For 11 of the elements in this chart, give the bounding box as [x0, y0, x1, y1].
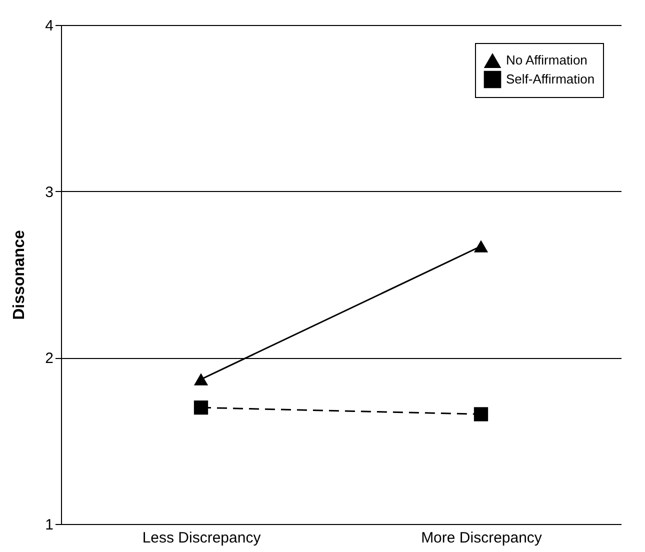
y-tick-label: 3 — [45, 184, 54, 201]
point — [474, 407, 488, 422]
point — [194, 400, 208, 415]
legend-label: Self-Affirmation — [506, 72, 595, 86]
y-axis-title: Dissonance — [11, 230, 28, 320]
y-tick-label: 1 — [45, 516, 54, 534]
y-tick-label: 2 — [45, 350, 54, 368]
legend-label: No Affirmation — [506, 52, 588, 68]
y-tick-label: 4 — [45, 18, 54, 34]
x-tick-label: Less Discrepancy — [142, 530, 262, 546]
x-tick-label: More Discrepancy — [421, 530, 542, 546]
